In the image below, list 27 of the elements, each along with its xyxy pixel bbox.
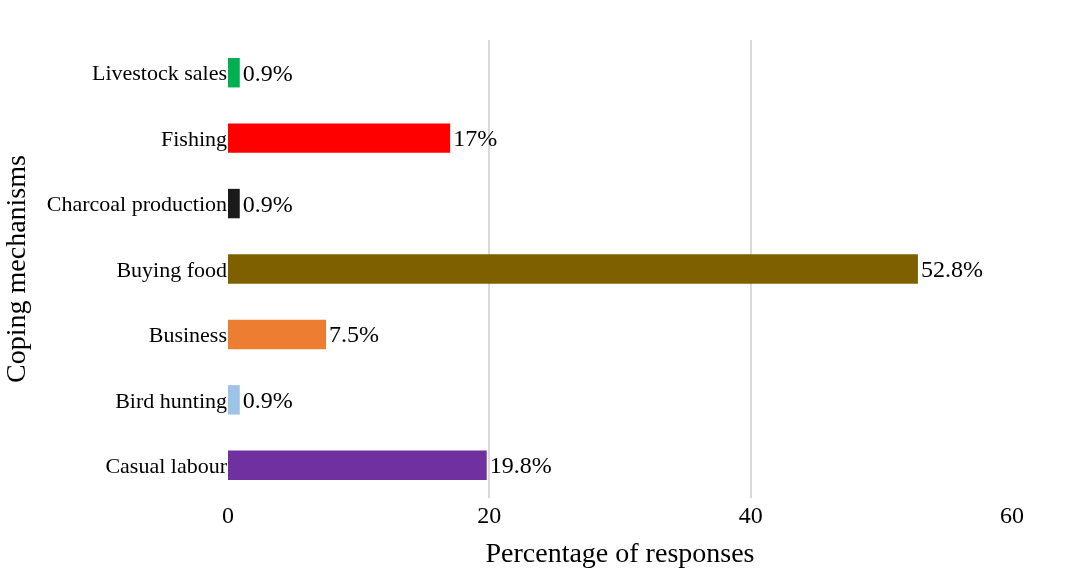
y-tick-label: Business [148,322,227,348]
data-label: 7.5% [329,321,379,348]
x-tick-label: 0 [222,502,234,528]
bar [228,319,326,350]
bar [228,254,918,284]
data-label: 19.8% [489,452,552,479]
bar [228,385,240,415]
data-label: 0.9% [242,190,293,217]
x-axis-title: Percentage of responses [485,537,755,569]
y-tick-label: Casual labour [105,452,228,478]
y-tick-label: Livestock sales [91,60,227,86]
bar [228,123,451,153]
bar [228,450,487,481]
y-axis-title: Coping mechanisms [0,155,31,383]
x-tick-label: 60 [1000,502,1024,528]
x-tick-label: 40 [738,502,763,528]
y-tick-label: Fishing [160,125,227,151]
bar [228,57,240,88]
data-label: 17% [453,125,498,152]
y-tick-label: Charcoal production [46,191,227,217]
data-label: 52.8% [920,256,983,282]
data-label: 0.9% [242,59,293,86]
x-tick-label: 20 [477,502,502,528]
data-label: 0.9% [242,386,293,413]
bar [228,188,240,219]
y-tick-label: Buying food [116,256,227,282]
y-tick-label: Bird hunting [115,387,227,413]
